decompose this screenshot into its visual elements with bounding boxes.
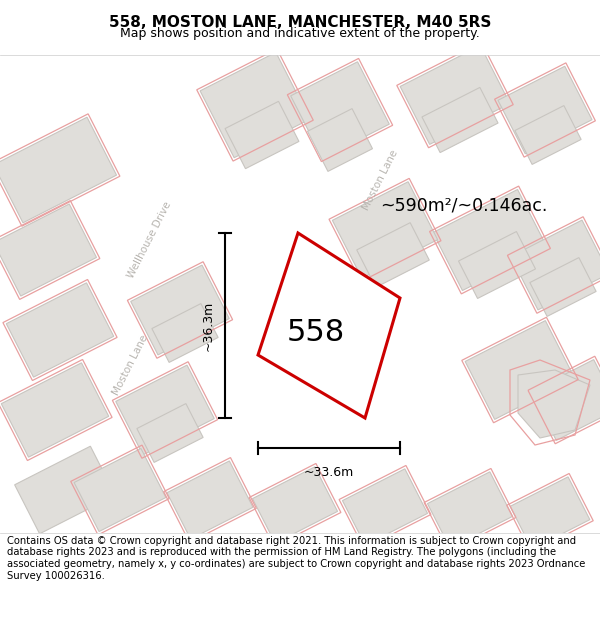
- Text: ~590m²/~0.146ac.: ~590m²/~0.146ac.: [380, 196, 547, 214]
- Polygon shape: [278, 260, 382, 393]
- Polygon shape: [332, 182, 437, 278]
- Polygon shape: [498, 66, 592, 154]
- Polygon shape: [137, 404, 203, 462]
- Text: Contains OS data © Crown copyright and database right 2021. This information is : Contains OS data © Crown copyright and d…: [7, 536, 586, 581]
- Polygon shape: [0, 118, 116, 222]
- Polygon shape: [290, 62, 389, 158]
- Polygon shape: [167, 461, 253, 539]
- Polygon shape: [465, 321, 575, 419]
- Polygon shape: [357, 222, 429, 288]
- Polygon shape: [1, 363, 109, 457]
- Text: ~33.6m: ~33.6m: [304, 466, 354, 479]
- Text: Wellhouse Drive: Wellhouse Drive: [127, 200, 173, 280]
- Polygon shape: [510, 477, 590, 549]
- Polygon shape: [6, 283, 114, 377]
- Polygon shape: [225, 101, 299, 169]
- Polygon shape: [131, 265, 229, 355]
- Polygon shape: [343, 469, 428, 545]
- Polygon shape: [530, 258, 596, 316]
- Text: Moston Lane: Moston Lane: [110, 333, 149, 397]
- Polygon shape: [427, 472, 512, 548]
- Polygon shape: [74, 449, 166, 531]
- Polygon shape: [152, 304, 218, 362]
- Polygon shape: [400, 46, 510, 144]
- Polygon shape: [422, 88, 498, 152]
- Text: 558: 558: [287, 319, 345, 348]
- Polygon shape: [532, 359, 600, 441]
- Polygon shape: [0, 204, 97, 296]
- Polygon shape: [116, 365, 214, 455]
- Text: ~36.3m: ~36.3m: [202, 301, 215, 351]
- Polygon shape: [458, 231, 535, 299]
- Polygon shape: [258, 233, 400, 418]
- Text: Map shows position and indicative extent of the property.: Map shows position and indicative extent…: [120, 27, 480, 39]
- Text: Moston Lane: Moston Lane: [361, 148, 400, 212]
- Polygon shape: [200, 52, 310, 158]
- Polygon shape: [518, 370, 590, 438]
- Polygon shape: [515, 106, 581, 164]
- Polygon shape: [433, 189, 547, 291]
- Text: 558, MOSTON LANE, MANCHESTER, M40 5RS: 558, MOSTON LANE, MANCHESTER, M40 5RS: [109, 16, 491, 31]
- Polygon shape: [253, 467, 338, 543]
- Polygon shape: [308, 109, 373, 171]
- Polygon shape: [511, 220, 600, 310]
- Polygon shape: [14, 446, 115, 534]
